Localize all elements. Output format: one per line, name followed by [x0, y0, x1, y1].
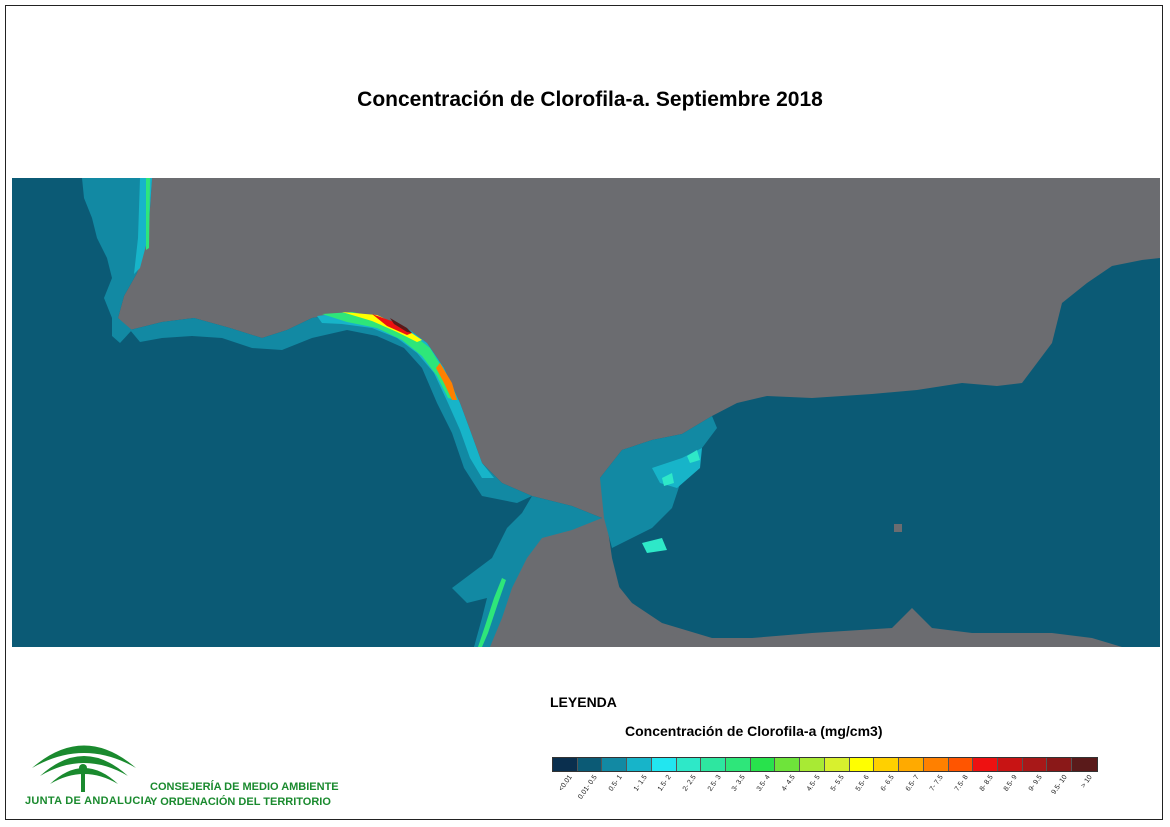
- atlantic-sea: [12, 178, 602, 647]
- legend-swatch: [849, 758, 875, 771]
- legend-swatch: [800, 758, 825, 771]
- legend-class-label: 5.5- 6: [854, 774, 871, 793]
- page-frame: [5, 5, 1163, 820]
- legend-swatch: [1072, 758, 1097, 771]
- legend-class-label: 6.5- 7: [904, 774, 921, 793]
- legend-class-label: 9.5- 10: [1050, 774, 1069, 796]
- legend-class-label: > 10: [1079, 774, 1094, 790]
- legend-class-label: 1.5- 2: [656, 774, 673, 793]
- legend-class-label: 0.01- 0.5: [577, 774, 599, 801]
- legend-class-label: <0.01: [558, 774, 575, 793]
- legend-class-label: 2.5- 3: [706, 774, 723, 793]
- legend-swatch: [602, 758, 628, 771]
- legend-swatch: [923, 758, 949, 771]
- legend-class-label: 1- 1.5: [632, 774, 649, 793]
- legend-class-label: 6- 6.5: [879, 774, 896, 793]
- legend-subtitle: Concentración de Clorofila-a (mg/cm3): [625, 723, 883, 739]
- mediterranean-sea: [600, 258, 1160, 647]
- legend-swatch: [726, 758, 751, 771]
- legend-swatch: [577, 758, 603, 771]
- map-title: Concentración de Clorofila-a. Septiembre…: [357, 88, 823, 111]
- legend-class-label: 2- 2.5: [681, 774, 698, 793]
- legend-swatch: [651, 758, 677, 771]
- legend-class-label: 7- 7.5: [928, 774, 945, 793]
- legend-heading: LEYENDA: [550, 694, 617, 710]
- junta-andalucia-logo-icon: [32, 745, 136, 792]
- legend-class-label: 7.5- 8: [953, 774, 970, 793]
- legend-swatch: [701, 758, 727, 771]
- legend-swatch: [1047, 758, 1073, 771]
- legend-class-label: 9- 9.5: [1027, 774, 1044, 793]
- legend-class-label: 3.5- 4: [755, 774, 772, 793]
- legend-swatch: [973, 758, 998, 771]
- department-line-1: CONSEJERÍA DE MEDIO AMBIENTE: [150, 781, 339, 793]
- legend-swatch: [627, 758, 652, 771]
- chlorophyll-map: [12, 178, 1160, 647]
- legend-class-label: 0.5- 1: [607, 774, 624, 793]
- legend-swatch: [1022, 758, 1048, 771]
- legend-swatch: [553, 758, 578, 771]
- alboran-band: [600, 416, 717, 548]
- legend-swatch: [676, 758, 702, 771]
- legend-swatch: [750, 758, 776, 771]
- legend-class-label: 4- 4.5: [780, 774, 797, 793]
- legend-class-label: 8- 8.5: [978, 774, 995, 793]
- legend-class-label: 3- 3.5: [731, 774, 748, 793]
- legend-class-label: 8.5- 9: [1003, 774, 1020, 793]
- brand-name: JUNTA DE ANDALUCIA: [25, 795, 153, 807]
- legend-class-label: 5- 5.5: [830, 774, 847, 793]
- morocco-land: [512, 523, 712, 647]
- alboran-island: [894, 524, 902, 532]
- legend-swatch: [824, 758, 850, 771]
- legend-swatch: [997, 758, 1023, 771]
- legend-swatch: [775, 758, 801, 771]
- strait-band: [452, 496, 602, 647]
- legend-swatch: [874, 758, 900, 771]
- legend-tick-labels: <0.01 0.01- 0.5 0.5- 1 1- 1.5 1.5- 2 2- 2.5 2.…: [552, 774, 1098, 814]
- portugal-coast-band: [82, 178, 152, 343]
- legend-swatch: [899, 758, 924, 771]
- legend-color-scale: [552, 757, 1098, 772]
- legend-class-label: 4.5- 5: [805, 774, 822, 793]
- department-line-2: Y ORDENACIÓN DEL TERRITORIO: [150, 796, 331, 808]
- legend-swatch: [948, 758, 974, 771]
